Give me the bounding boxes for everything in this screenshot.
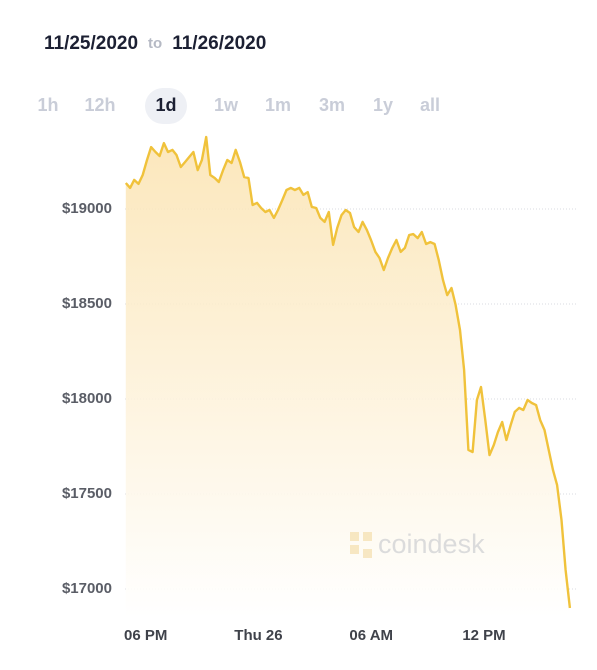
watermark: coindesk	[350, 529, 485, 559]
y-tick-label: $17000	[62, 580, 112, 597]
range-button[interactable]: 1w	[214, 95, 239, 115]
range-button[interactable]: 1d	[155, 95, 176, 115]
area	[125, 137, 570, 618]
range-button[interactable]: all	[420, 95, 440, 115]
logo-block	[363, 549, 372, 558]
range-button[interactable]: 1h	[37, 95, 58, 115]
from-date: 11/25/2020	[44, 33, 138, 54]
price-line	[124, 135, 572, 609]
active-range-bg	[145, 88, 187, 124]
range-button[interactable]: 1m	[265, 95, 291, 115]
y-tick-label: $18000	[62, 390, 112, 407]
plot: $17000 $17500 $18000 $18500 $19000 06 PM Thu 2…	[62, 135, 578, 644]
y-tick-label: $19000	[62, 200, 112, 217]
logo-block	[350, 532, 359, 541]
to-date: 11/26/2020	[172, 33, 266, 54]
joiner: to	[148, 35, 162, 52]
date-range: 11/25/2020 to 11/26/2020	[44, 33, 266, 54]
range-button[interactable]: 12h	[84, 95, 115, 115]
x-tick-label: Thu 26	[234, 627, 282, 644]
watermark-text: coindesk	[378, 529, 485, 559]
range-selector: 1h 12h 1d 1w 1m 3m 1y all	[37, 88, 440, 124]
range-button[interactable]: 1y	[373, 95, 393, 115]
range-button[interactable]: 3m	[319, 95, 345, 115]
x-tick-label: 06 PM	[124, 627, 167, 644]
y-tick-label: $17500	[62, 485, 112, 502]
x-tick-label: 06 AM	[349, 627, 393, 644]
y-tick-label: $18500	[62, 295, 112, 312]
x-tick-label: 12 PM	[462, 627, 505, 644]
logo-block	[350, 545, 359, 554]
logo-block	[363, 532, 372, 541]
